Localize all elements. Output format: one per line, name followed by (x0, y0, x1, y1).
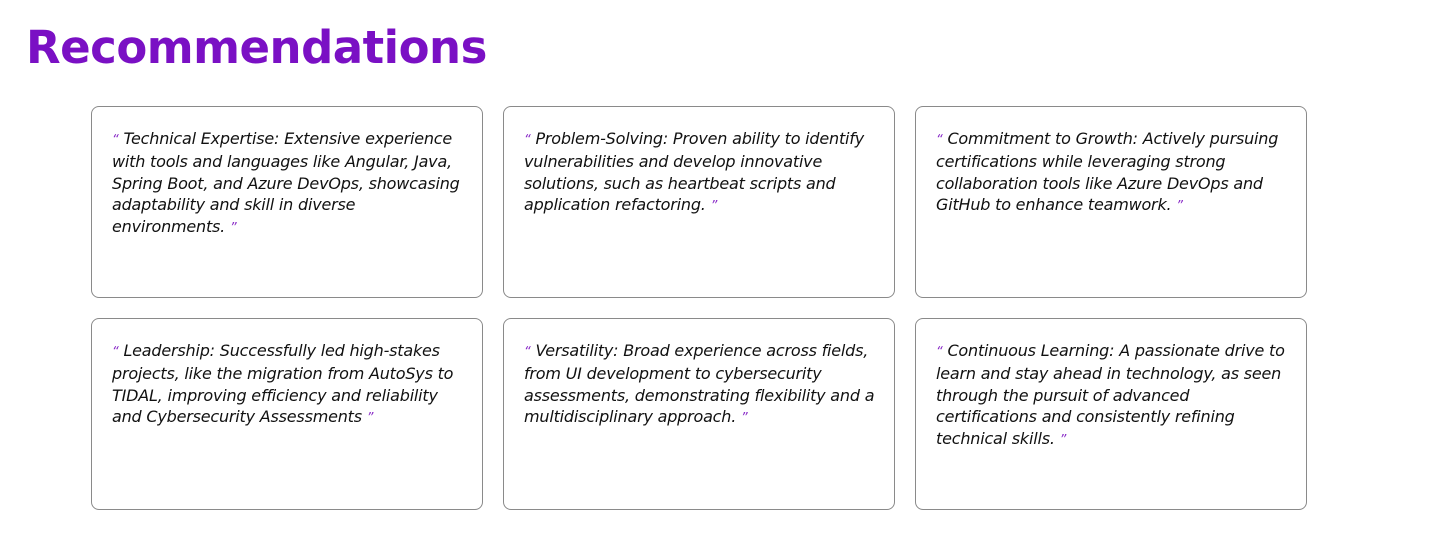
close-quote-icon: ” (366, 411, 374, 427)
recommendation-quote: “ Leadership: Successfully led high-stak… (112, 340, 468, 430)
close-quote-icon: ” (229, 220, 237, 236)
recommendation-text: Continuous Learning: A passionate drive … (936, 341, 1285, 448)
close-quote-icon: ” (1059, 432, 1067, 448)
recommendation-card: “ Problem-Solving: Proven ability to ide… (503, 106, 895, 298)
recommendation-text: Technical Expertise: Extensive experienc… (112, 129, 460, 236)
open-quote-icon: “ (112, 133, 119, 148)
close-quote-icon: ” (710, 199, 718, 215)
close-quote-icon: ” (741, 411, 748, 427)
open-quote-icon: “ (112, 345, 119, 360)
recommendation-text: Leadership: Successfully led high-stakes… (112, 341, 454, 427)
recommendation-text: Versatility: Broad experience across fie… (524, 341, 875, 427)
recommendation-quote: “ Problem-Solving: Proven ability to ide… (524, 128, 880, 218)
recommendation-quote: “ Commitment to Growth: Actively pursuin… (936, 128, 1292, 218)
close-quote-icon: ” (1176, 199, 1183, 215)
recommendations-grid: “ Technical Expertise: Extensive experie… (91, 106, 1307, 510)
recommendation-text: Problem-Solving: Proven ability to ident… (524, 129, 864, 215)
recommendation-text: Commitment to Growth: Actively pursuing … (936, 129, 1279, 215)
open-quote-icon: “ (936, 345, 943, 360)
open-quote-icon: “ (524, 345, 531, 360)
recommendation-card: “ Versatility: Broad experience across f… (503, 318, 895, 510)
recommendation-quote: “ Versatility: Broad experience across f… (524, 340, 880, 430)
recommendation-card: “ Technical Expertise: Extensive experie… (91, 106, 483, 298)
recommendation-card: “ Continuous Learning: A passionate driv… (915, 318, 1307, 510)
open-quote-icon: “ (936, 133, 943, 148)
page-title: Recommendations (26, 21, 487, 74)
recommendation-quote: “ Technical Expertise: Extensive experie… (112, 128, 468, 239)
open-quote-icon: “ (524, 133, 531, 148)
recommendation-card: “ Leadership: Successfully led high-stak… (91, 318, 483, 510)
recommendation-quote: “ Continuous Learning: A passionate driv… (936, 340, 1292, 451)
recommendation-card: “ Commitment to Growth: Actively pursuin… (915, 106, 1307, 298)
